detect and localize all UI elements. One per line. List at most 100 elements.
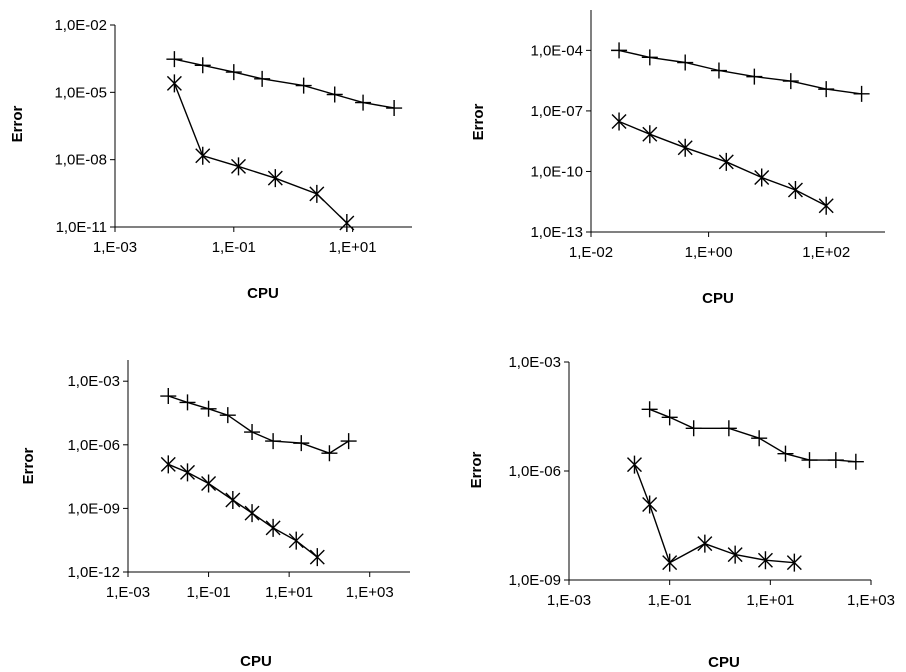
x-tick-label: 1,E+00 — [685, 244, 733, 261]
star-marker — [267, 169, 283, 188]
plus-marker — [386, 100, 403, 117]
plus-marker — [611, 42, 628, 59]
y-tick-label: 1,0E-11 — [56, 219, 107, 236]
star-marker — [727, 545, 743, 564]
x-axis-label: CPU — [702, 290, 734, 307]
star-marker — [697, 534, 713, 553]
x-tick-label: 1,E-03 — [106, 584, 150, 601]
star-marker — [244, 504, 260, 523]
plus-marker — [321, 445, 338, 462]
star-marker — [611, 112, 627, 131]
star-marker — [309, 184, 325, 203]
x-tick-label: 1,E+03 — [847, 592, 895, 609]
x-axis-label: CPU — [708, 654, 740, 671]
x-tick-label: 1,E-02 — [569, 244, 613, 261]
plus-marker — [746, 68, 763, 85]
plus-marker — [265, 433, 282, 450]
star-marker — [787, 181, 803, 200]
star-marker — [662, 553, 678, 572]
plus-marker — [641, 401, 658, 418]
star-marker — [757, 551, 773, 570]
plus-marker — [225, 64, 242, 81]
plus-marker — [641, 49, 658, 66]
star-marker — [818, 196, 834, 215]
y-tick-label: 1,0E-12 — [67, 564, 120, 581]
chart-panel-2: 1,0E-13 1,0E-10 1,0E-07 1,0E-04 1,E-02 1,E+0… — [470, 10, 885, 307]
plus-marker — [818, 81, 835, 98]
plus-marker — [782, 73, 799, 90]
star-marker — [309, 548, 325, 567]
star-marker — [180, 463, 196, 482]
x-tick-label: 1,E+01 — [746, 592, 794, 609]
x-tick-label: 1,E-01 — [212, 239, 256, 256]
x-tick-label: 1,E+03 — [346, 584, 394, 601]
y-tick-label: 1,0E-09 — [67, 500, 120, 517]
star-marker — [201, 474, 217, 493]
star-marker — [265, 518, 281, 537]
plus-marker — [254, 70, 271, 87]
plus-marker — [710, 62, 727, 79]
y-tick-label: 1,0E-04 — [530, 42, 583, 59]
y-tick-label: 1,0E-03 — [508, 354, 561, 371]
star-marker — [231, 157, 246, 176]
star-marker — [677, 138, 693, 157]
x-tick-label: 1,E-01 — [186, 584, 230, 601]
y-tick-label: 1,0E-07 — [530, 103, 583, 120]
plus-marker — [219, 407, 236, 424]
star-marker — [718, 152, 734, 171]
x-tick-label: 1,E+01 — [329, 239, 377, 256]
y-tick-label: 1,0E-09 — [508, 572, 561, 589]
plus-marker — [827, 452, 844, 469]
plus-marker — [293, 435, 310, 452]
star-marker — [160, 455, 176, 474]
y-axis-label: Error — [20, 448, 37, 485]
plus-marker — [244, 424, 261, 441]
x-tick-label: 1,E-03 — [547, 592, 591, 609]
plus-marker — [194, 57, 211, 74]
plus-marker — [685, 420, 702, 437]
plus-marker — [847, 453, 864, 470]
plus-marker — [677, 54, 694, 71]
star-marker — [225, 490, 241, 509]
series-line-2 — [633, 464, 795, 564]
x-tick-label: 1,E-03 — [93, 239, 137, 256]
plus-marker — [179, 394, 196, 411]
x-axis-label: CPU — [247, 285, 279, 302]
y-axis-label: Error — [470, 104, 487, 141]
x-tick-label: 1,E+01 — [265, 584, 313, 601]
star-marker — [339, 214, 355, 233]
chart-panel-4: 1,0E-09 1,0E-06 1,0E-03 1,E-03 1,E-01 1,E+01… — [468, 354, 895, 671]
x-tick-label: 1,E+02 — [802, 244, 850, 261]
star-marker — [642, 125, 658, 144]
star-marker — [626, 455, 642, 474]
plus-marker — [853, 85, 870, 102]
plus-marker — [200, 400, 217, 417]
star-marker — [642, 495, 658, 514]
series-line-1 — [618, 49, 862, 95]
y-tick-label: 1,0E-10 — [530, 163, 583, 180]
series-line-2 — [168, 463, 318, 558]
series-line-1 — [168, 395, 349, 454]
y-axis-label: Error — [468, 452, 485, 489]
star-marker — [195, 146, 211, 165]
plus-marker — [166, 51, 183, 68]
x-tick-label: 1,E-01 — [648, 592, 692, 609]
star-marker — [786, 553, 802, 572]
plus-marker — [751, 430, 768, 447]
y-tick-label: 1,0E-02 — [54, 17, 107, 34]
plus-marker — [720, 420, 737, 437]
plus-marker — [295, 77, 312, 94]
chart-panel-1: 1,0E-11 1,0E-08 1,0E-05 1,0E-02 1,E-03 1,E-0… — [9, 17, 412, 302]
plus-marker — [801, 452, 818, 469]
y-axis-label: Error — [9, 106, 26, 143]
star-marker — [754, 168, 770, 187]
y-tick-label: 1,0E-08 — [54, 152, 107, 169]
plus-marker — [355, 94, 372, 111]
chart-panel-3: 1,0E-12 1,0E-09 1,0E-06 1,0E-03 1,E-03 1,E-0… — [20, 360, 410, 670]
series-line-1 — [649, 408, 856, 463]
x-axis-label: CPU — [240, 653, 272, 670]
series-line-1 — [174, 58, 395, 109]
y-tick-label: 1,0E-06 — [67, 437, 120, 454]
star-marker — [166, 74, 182, 93]
